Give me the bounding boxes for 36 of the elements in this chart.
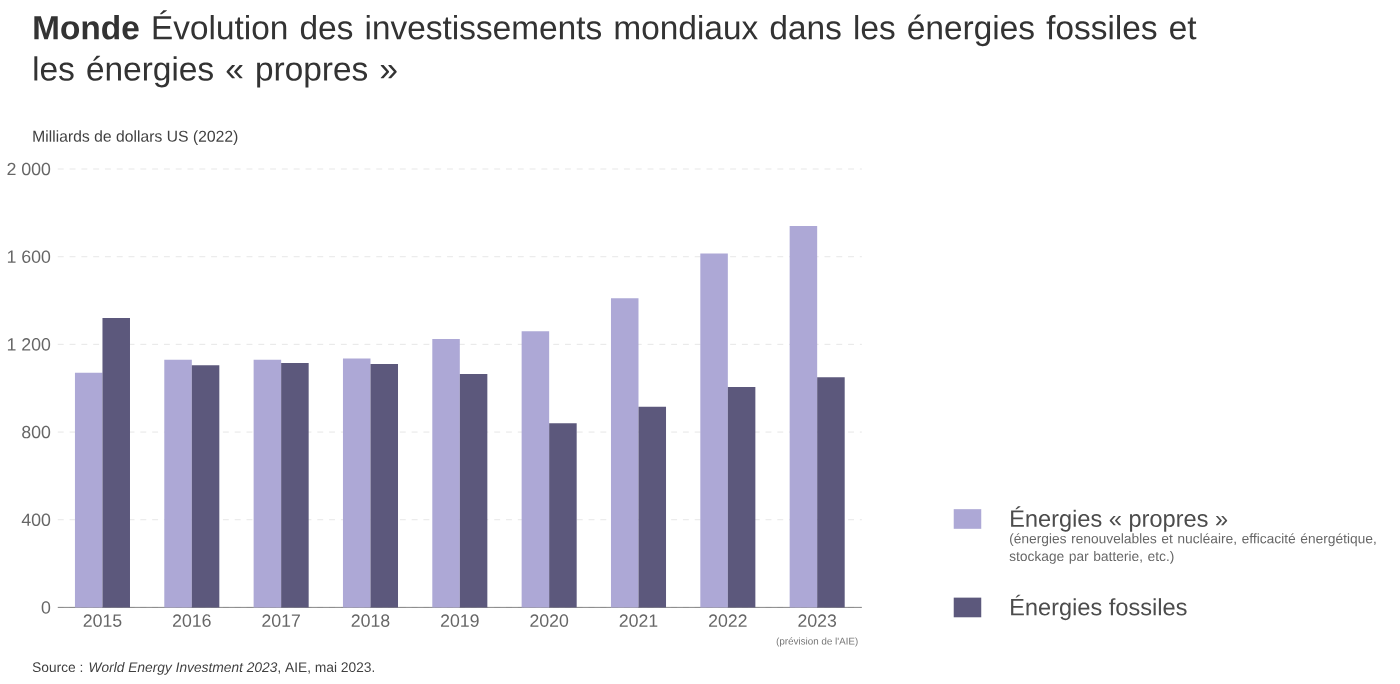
bar [700, 253, 728, 608]
x-tick-label: 2015 [83, 614, 122, 627]
x-tick-label: 2020 [530, 614, 569, 627]
bar [342, 358, 371, 608]
y-tick-label: 800 [22, 425, 51, 439]
bar [253, 359, 282, 608]
bar [281, 362, 309, 608]
bar [638, 406, 667, 608]
bar [727, 387, 756, 608]
bar [102, 318, 130, 608]
x-tick-label: 2017 [262, 614, 300, 627]
y-tick-label: 1 200 [7, 338, 51, 351]
bar [459, 373, 488, 608]
y-tick-label: 0 [41, 601, 51, 614]
bar [789, 225, 818, 608]
y-tick-label: 400 [21, 513, 51, 526]
bar [521, 331, 550, 608]
bar [549, 423, 577, 608]
x-tick-label: 2022 [709, 614, 747, 627]
bar [370, 364, 399, 608]
x-tick-label: 2021 [619, 614, 658, 627]
bar [432, 338, 460, 608]
x-tick-label: 2016 [173, 614, 211, 627]
legend-label: Énergies fossiles [1011, 594, 1187, 621]
x-tick-label: 2023 [798, 614, 837, 627]
x-tick-label: 2018 [351, 614, 390, 627]
legend-label: Énergies « propres » [1011, 506, 1228, 532]
y-tick-label: 1 600 [7, 250, 51, 263]
bar [817, 377, 845, 608]
bar [610, 298, 639, 608]
bar [164, 359, 192, 608]
y-tick-label: 2 000 [7, 162, 51, 176]
bar [191, 365, 220, 608]
bar [74, 372, 103, 608]
x-tick-label: 2019 [441, 614, 479, 627]
chart-title: Monde Évolution des investissements mondiaux dans les énergies fossiles et les énergies « propres » [34, 10, 1197, 88]
